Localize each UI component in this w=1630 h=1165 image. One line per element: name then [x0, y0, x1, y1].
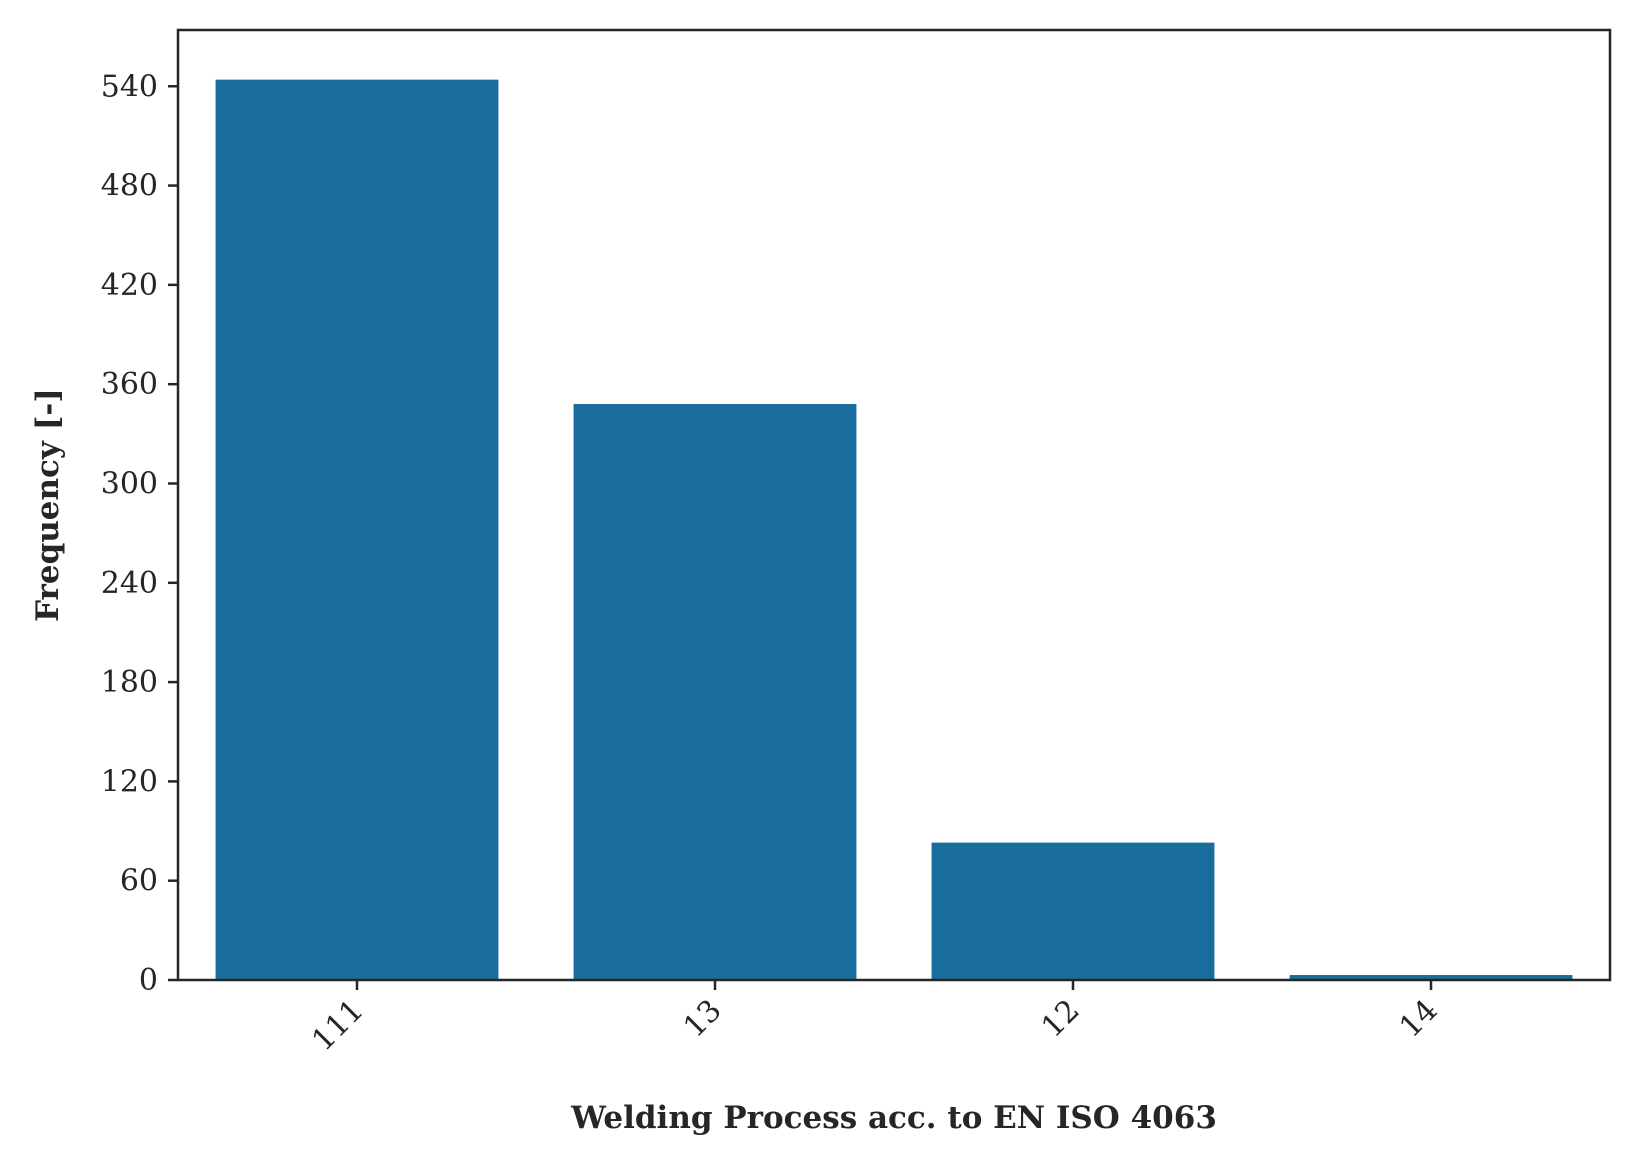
y-axis-ticks: 0 60 120 180 240 300 360 420 480 540 — [101, 69, 178, 998]
y-tick-label: 60 — [120, 864, 158, 899]
x-tick-label-13: 13 — [677, 993, 729, 1045]
y-tick-label: 120 — [101, 764, 158, 799]
bar-111 — [215, 79, 499, 981]
bar-12 — [931, 842, 1215, 980]
y-tick-label: 360 — [101, 367, 158, 402]
y-tick-label: 420 — [101, 268, 158, 303]
bars-group — [215, 79, 1573, 981]
x-axis-ticks: 111 13 12 14 — [305, 980, 1445, 1058]
x-tick-label-12: 12 — [1035, 993, 1087, 1045]
bar-14 — [1289, 975, 1573, 980]
y-tick-label: 180 — [101, 665, 158, 700]
x-axis-title: Welding Process acc. to EN ISO 4063 — [570, 1100, 1217, 1136]
y-axis-title: Frequency [-] — [30, 388, 66, 622]
y-tick-label: 0 — [139, 963, 158, 998]
bar-13 — [573, 404, 857, 980]
y-tick-label: 240 — [101, 566, 158, 601]
x-tick-label-111: 111 — [305, 993, 370, 1058]
y-tick-label: 480 — [101, 169, 158, 204]
plot-area-frame — [176, 28, 1612, 982]
y-tick-label: 300 — [101, 466, 158, 501]
x-tick-label-14: 14 — [1393, 993, 1445, 1045]
y-tick-label: 540 — [101, 69, 158, 104]
